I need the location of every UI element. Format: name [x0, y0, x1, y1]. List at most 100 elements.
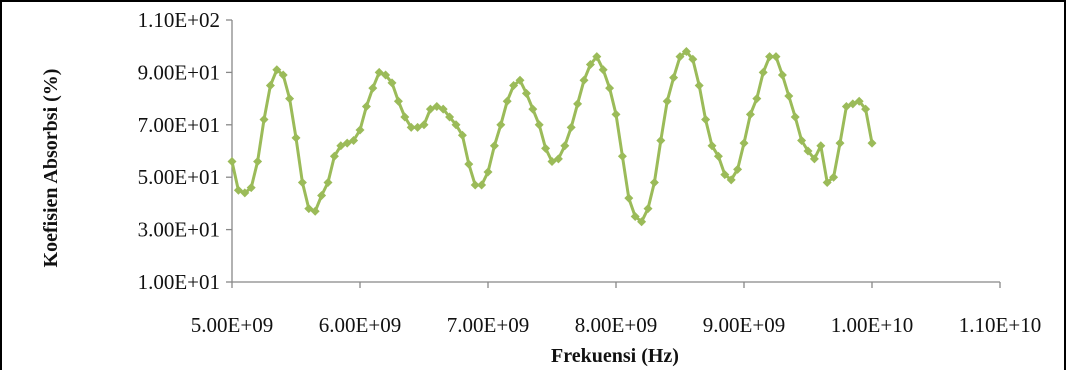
data-point: [323, 177, 333, 187]
data-point: [361, 101, 371, 111]
data-point: [259, 115, 269, 125]
data-point: [688, 54, 698, 64]
data-point: [477, 180, 487, 190]
data-point: [566, 122, 576, 132]
data-point: [611, 109, 621, 119]
data-point: [675, 52, 685, 62]
data-point: [342, 138, 352, 148]
x-tick-label: 1.10E+10: [959, 313, 1041, 337]
data-point: [777, 70, 787, 80]
data-point: [297, 177, 307, 187]
data-point: [246, 183, 256, 193]
data-point: [560, 141, 570, 151]
data-point: [784, 91, 794, 101]
data-point: [432, 101, 442, 111]
data-point: [822, 177, 832, 187]
data-point: [265, 81, 275, 90]
data-point: [470, 180, 480, 190]
data-point: [425, 104, 435, 114]
data-point: [502, 96, 512, 106]
data-point: [790, 112, 800, 122]
x-tick-label: 6.00E+09: [319, 313, 401, 337]
data-point: [758, 67, 768, 77]
data-point: [336, 141, 346, 151]
data-point: [304, 204, 314, 214]
data-point: [534, 120, 544, 130]
data-point: [483, 167, 493, 177]
y-axis-title: Koefisien Absorbsi (%): [40, 69, 62, 268]
data-point: [419, 120, 429, 130]
y-tick-label: 5.00E+01: [138, 165, 220, 189]
data-point: [406, 122, 416, 132]
data-point: [739, 138, 749, 148]
x-tick-label: 9.00E+09: [703, 313, 785, 337]
data-point: [521, 88, 531, 98]
data-point: [733, 164, 743, 174]
data-point: [233, 185, 243, 195]
data-point: [515, 75, 525, 85]
data-point: [835, 138, 845, 148]
data-point: [867, 138, 877, 148]
data-point: [579, 75, 589, 85]
data-point: [816, 141, 826, 151]
data-point: [291, 133, 301, 143]
data-point: [310, 206, 320, 216]
data-point: [272, 65, 282, 75]
data-point: [278, 70, 288, 80]
data-point: [400, 112, 410, 122]
data-point: [445, 112, 455, 122]
data-point: [624, 193, 634, 203]
data-series: [227, 46, 877, 227]
data-point: [240, 188, 250, 198]
data-point: [489, 141, 499, 151]
data-point: [509, 81, 519, 90]
data-point: [368, 83, 378, 93]
data-point: [854, 96, 864, 106]
data-point: [649, 177, 659, 187]
data-point: [848, 99, 858, 109]
y-tick-label: 1.10E+02: [138, 8, 220, 32]
data-point: [585, 60, 595, 70]
y-tick-label: 1.00E+01: [138, 270, 220, 294]
axes: [226, 19, 1001, 288]
data-point: [707, 141, 717, 151]
data-point: [809, 154, 819, 164]
data-point: [841, 101, 851, 111]
x-axis-title: Frekuensi (Hz): [551, 345, 679, 367]
x-tick-label: 1.00E+10: [831, 313, 913, 337]
data-point: [227, 156, 237, 166]
data-point: [726, 175, 736, 185]
y-tick-label: 9.00E+01: [138, 60, 220, 84]
data-point: [329, 151, 339, 161]
x-tick-labels: 5.00E+09 6.00E+09 7.00E+09 8.00E+09 9.00E+09…: [191, 313, 1041, 337]
data-point: [662, 96, 672, 106]
data-point: [720, 170, 730, 180]
data-point: [771, 52, 781, 62]
data-point: [547, 156, 557, 166]
data-point: [317, 191, 327, 201]
data-point: [541, 143, 551, 153]
data-point: [285, 94, 295, 104]
data-point: [253, 156, 263, 166]
data-point: [656, 136, 666, 146]
data-point: [637, 217, 647, 227]
data-point: [464, 159, 474, 169]
data-point: [592, 52, 602, 62]
data-point: [713, 151, 723, 161]
data-point: [797, 136, 807, 146]
data-point: [669, 73, 679, 83]
data-point: [381, 70, 391, 80]
data-point: [861, 104, 871, 114]
data-point: [413, 122, 423, 132]
x-tick-label: 5.00E+09: [191, 313, 273, 337]
data-point: [643, 204, 653, 214]
data-point: [765, 52, 775, 62]
data-point: [681, 46, 691, 56]
data-point: [605, 83, 615, 93]
data-point: [694, 81, 704, 90]
data-point: [573, 99, 583, 109]
data-point: [829, 172, 839, 182]
data-point: [349, 136, 359, 146]
x-tick-label: 8.00E+09: [575, 313, 657, 337]
